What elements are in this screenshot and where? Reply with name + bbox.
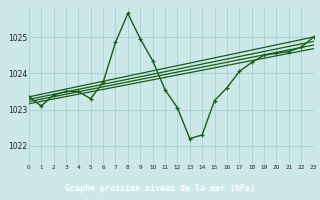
- Text: Graphe pression niveau de la mer (hPa): Graphe pression niveau de la mer (hPa): [65, 184, 255, 193]
